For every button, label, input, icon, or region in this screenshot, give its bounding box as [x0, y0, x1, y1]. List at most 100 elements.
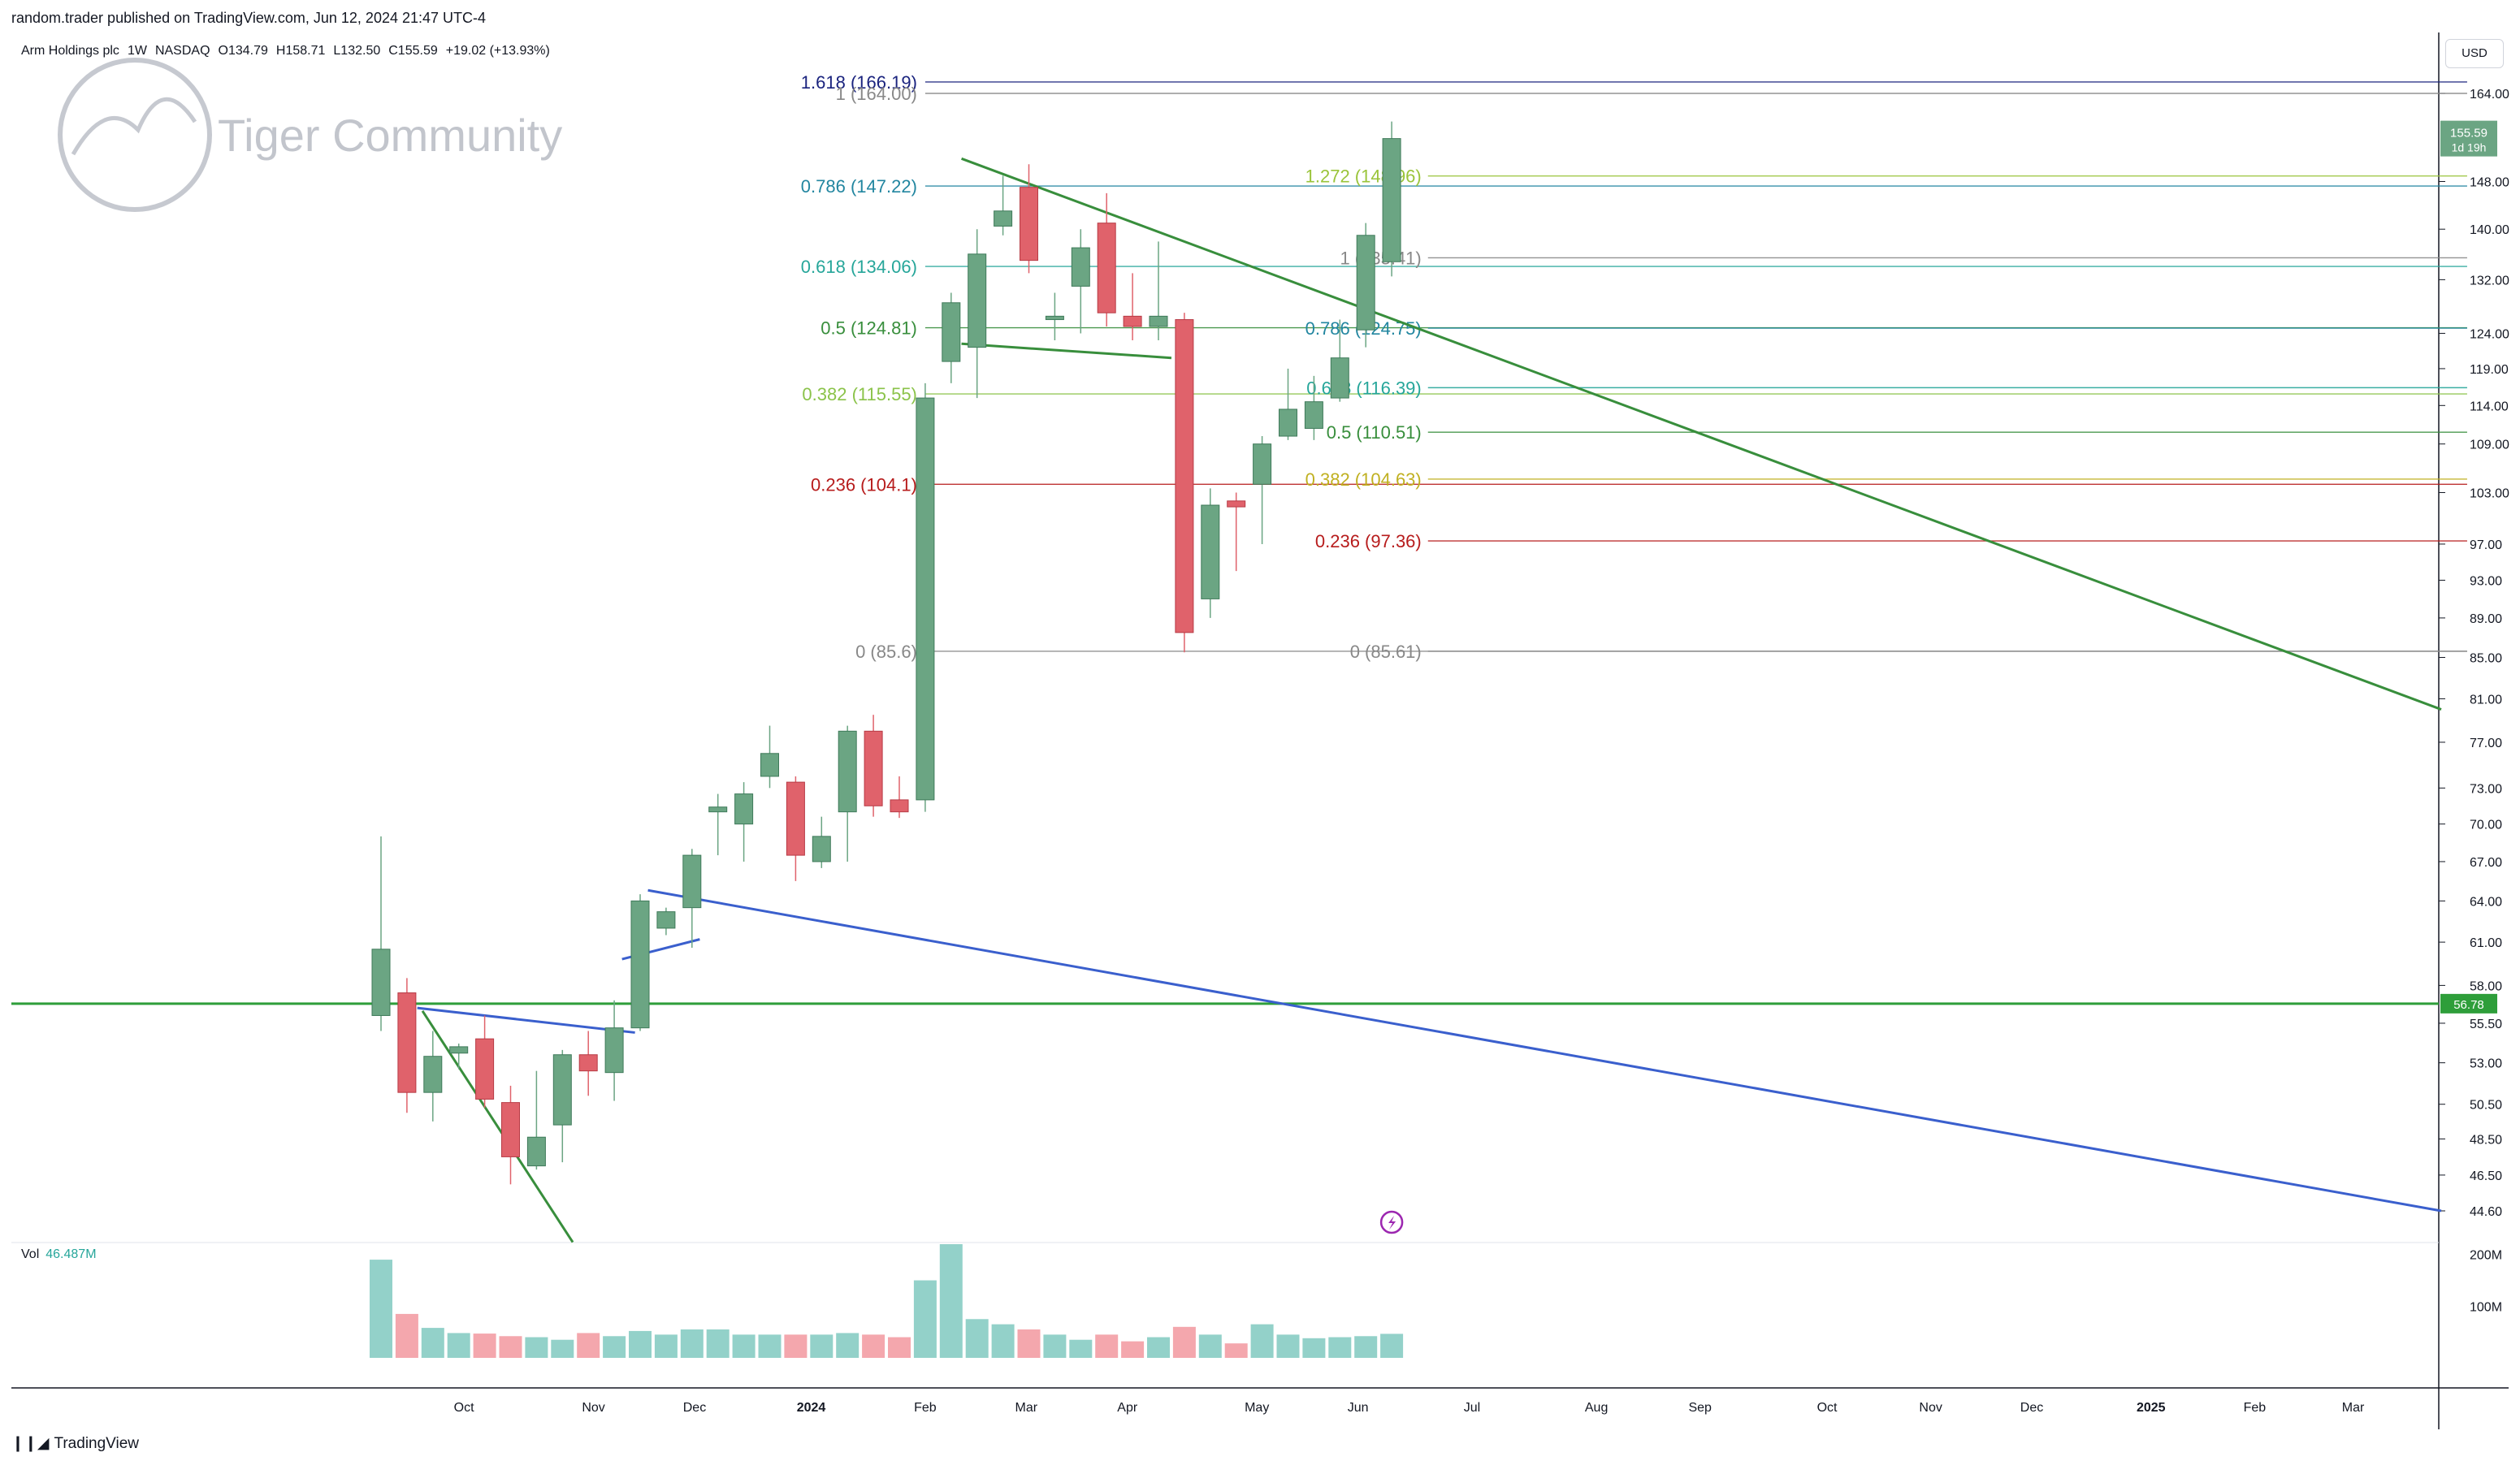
y-tick-label: 46.50	[2470, 1169, 2502, 1183]
candle	[786, 776, 805, 881]
candle-body	[1356, 235, 1375, 331]
trendline	[421, 1010, 574, 1243]
candle	[864, 715, 883, 817]
watermark-tiger-icon	[71, 97, 197, 156]
y-tick-label: 61.00	[2470, 936, 2502, 950]
candle	[1330, 319, 1349, 402]
y-tick-label: 97.00	[2470, 538, 2502, 552]
candle-body	[916, 397, 935, 801]
candle	[1175, 313, 1194, 653]
x-tick-label: Jun	[1348, 1401, 1369, 1415]
candle	[1304, 375, 1323, 440]
volume-bar	[447, 1333, 470, 1358]
interval-label[interactable]: 1W	[127, 44, 147, 58]
candle-body	[371, 949, 391, 1016]
currency-button[interactable]: USD	[2445, 39, 2504, 68]
fib-level-label: 1.272 (148.96)	[1305, 166, 1422, 187]
volume-bar	[551, 1339, 574, 1358]
candle-body	[578, 1054, 598, 1072]
candle-body	[1227, 500, 1246, 508]
candle-body	[1304, 401, 1323, 429]
y-tick-label: 58.00	[2470, 979, 2502, 993]
volume-bar	[1302, 1338, 1326, 1358]
candle-body	[682, 854, 702, 909]
volume-bar	[913, 1280, 937, 1358]
candle	[423, 1031, 443, 1122]
candle	[397, 978, 417, 1113]
x-tick-label: Feb	[2244, 1401, 2267, 1415]
candle	[812, 816, 831, 868]
volume-bar	[499, 1336, 522, 1358]
trendline	[647, 888, 2442, 1212]
x-tick-label: Mar	[1015, 1401, 1038, 1415]
x-tick-label: Sep	[1688, 1401, 1712, 1415]
lightning-icon	[1388, 1216, 1396, 1230]
tradingview-footer[interactable]: ❙❙◢ TradingView	[11, 1434, 139, 1453]
volume-bar	[836, 1333, 859, 1358]
candle-body	[656, 911, 676, 929]
fib-level-label: 1 (135.41)	[1340, 248, 1421, 268]
candle	[1097, 192, 1116, 326]
y-tick-label: 114.00	[2470, 400, 2509, 413]
candle-body	[1097, 223, 1116, 313]
candle	[708, 793, 728, 856]
candle	[1045, 292, 1064, 341]
volume-bar	[577, 1333, 600, 1358]
x-tick-label: Nov	[1919, 1401, 1942, 1415]
volume-bar	[1017, 1329, 1041, 1358]
volume-bar	[1172, 1326, 1196, 1358]
candle	[1071, 229, 1090, 334]
y-tick-label: 64.00	[2470, 895, 2502, 909]
candle-body	[1045, 315, 1064, 321]
x-tick-label: Aug	[1585, 1401, 1608, 1415]
candle-body	[1149, 315, 1168, 327]
volume-bar	[473, 1333, 496, 1358]
candle-body	[708, 806, 728, 813]
y-tick-label: 103.00	[2470, 487, 2509, 501]
candle	[501, 1085, 520, 1185]
volume-bar	[680, 1329, 704, 1358]
volume-bar	[1224, 1343, 1248, 1358]
y-tick-label: 70.00	[2470, 819, 2502, 832]
y-tick-label: 164.00	[2470, 88, 2509, 102]
x-tick-label: Oct	[454, 1401, 474, 1415]
candle	[1356, 223, 1375, 348]
candle-body	[890, 799, 909, 813]
candle-body	[1253, 443, 1272, 485]
y-tick-label: 48.50	[2470, 1133, 2502, 1147]
last-price-text: 155.59	[2450, 127, 2488, 140]
y-tick-label: 44.60	[2470, 1205, 2502, 1219]
candle-body	[1279, 408, 1297, 437]
candle	[760, 725, 779, 789]
volume-bar	[784, 1334, 808, 1358]
volume-bar	[1328, 1337, 1352, 1358]
volume-bar	[965, 1319, 989, 1358]
fib-level-label: 0.5 (110.51)	[1327, 422, 1422, 443]
x-tick-label: Oct	[1817, 1401, 1838, 1415]
watermark-text: Tiger Community	[218, 110, 563, 161]
volume-bar	[1147, 1337, 1170, 1358]
candle	[371, 836, 391, 1031]
exchange-label: NASDAQ	[154, 44, 210, 58]
symbol-name[interactable]: Arm Holdings plc	[21, 44, 119, 58]
candle	[994, 175, 1013, 236]
candle	[942, 292, 961, 383]
fib-level-label: 0.382 (115.55)	[802, 384, 916, 404]
footer-brand: TradingView	[54, 1435, 140, 1452]
volume-bar	[732, 1334, 756, 1358]
candle	[968, 229, 987, 399]
volume-bar	[1198, 1334, 1222, 1358]
x-tick-label: Mar	[2342, 1401, 2365, 1415]
x-tick-label: Apr	[1117, 1401, 1138, 1415]
x-tick-label: Dec	[683, 1401, 706, 1415]
volume-bar	[1095, 1334, 1119, 1358]
candle-body	[838, 730, 857, 813]
candle	[578, 1031, 598, 1096]
y-tick-label: 140.00	[2470, 223, 2509, 237]
candle	[1201, 488, 1220, 618]
y-tick-label: 119.00	[2470, 363, 2509, 377]
candle	[1279, 368, 1297, 440]
candle-body	[1020, 187, 1038, 262]
candle	[526, 1070, 546, 1170]
